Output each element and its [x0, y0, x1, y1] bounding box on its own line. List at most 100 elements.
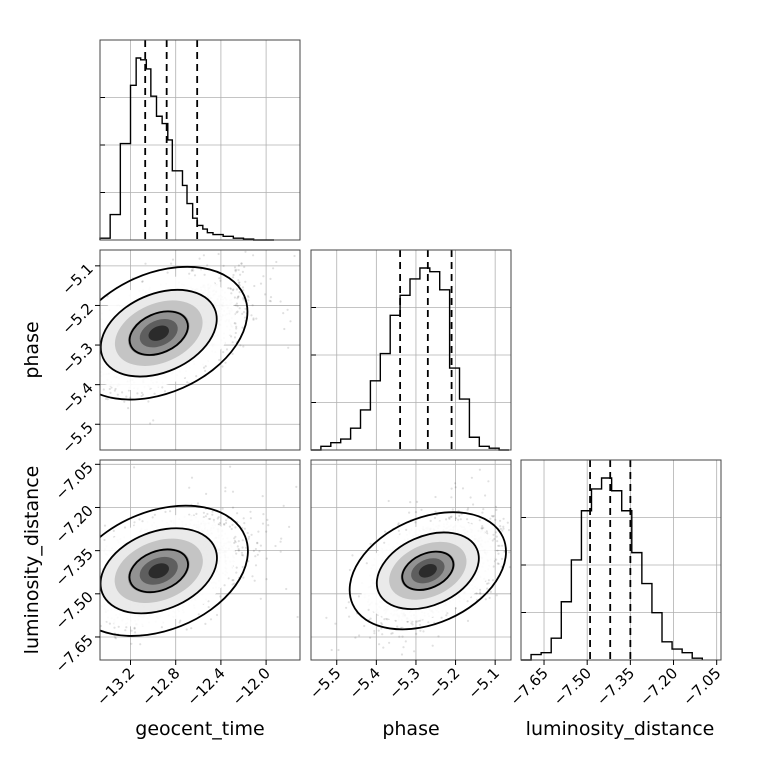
sample-point: [225, 348, 229, 351]
sample-point: [70, 635, 72, 637]
sample-point: [227, 287, 230, 290]
sample-point: [171, 258, 175, 261]
sample-point: [207, 600, 210, 603]
sample-point: [163, 390, 167, 393]
panel-background: [311, 250, 511, 450]
sample-point: [140, 395, 143, 398]
sample-point: [244, 307, 247, 310]
sample-point: [133, 627, 136, 630]
sample-point: [78, 371, 80, 373]
sample-point: [251, 575, 254, 578]
sample-point: [93, 374, 95, 376]
sample-point: [95, 586, 97, 588]
sample-point: [232, 288, 235, 291]
sample-point: [93, 582, 95, 584]
sample-point: [264, 293, 267, 296]
sample-point: [206, 264, 209, 267]
sample-point: [242, 296, 245, 300]
sample-point: [236, 310, 239, 313]
sample-point: [209, 618, 213, 621]
sample-point: [246, 531, 249, 535]
sample-point: [198, 257, 201, 260]
sample-point: [103, 538, 106, 542]
density-layer: [100, 265, 249, 401]
sample-point: [121, 391, 124, 394]
sample-point: [205, 492, 208, 495]
hist-panel-luminosity_distance: [520, 459, 722, 661]
sample-point: [282, 504, 285, 507]
sample-point: [249, 510, 252, 513]
sample-point: [141, 520, 144, 523]
density-band-5: [148, 325, 170, 341]
sample-point: [104, 397, 108, 400]
sample-point: [96, 646, 98, 648]
sample-point: [265, 530, 268, 533]
sample-point: [261, 522, 265, 525]
sample-point: [231, 289, 234, 292]
sample-point: [90, 620, 92, 622]
sample-point: [235, 552, 238, 555]
sample-point: [77, 340, 79, 342]
contour-2: [100, 265, 249, 401]
sample-point: [272, 267, 275, 270]
sample-point: [94, 371, 96, 373]
sample-point: [230, 335, 233, 338]
sample-point: [97, 337, 99, 339]
sample-point: [147, 400, 150, 403]
sample-point: [242, 576, 245, 579]
sample-point: [247, 296, 250, 299]
sample-point: [295, 485, 298, 488]
sample-point: [265, 578, 268, 581]
sample-point: [256, 541, 259, 544]
sample-point: [236, 512, 239, 515]
sample-point: [217, 252, 220, 256]
sample-point: [244, 250, 247, 253]
sample-point: [93, 356, 95, 358]
sample-point: [235, 566, 238, 569]
sample-point: [86, 570, 88, 572]
sample-point: [241, 326, 244, 329]
sample-point: [140, 391, 143, 394]
sample-point: [113, 389, 116, 392]
histogram-step: [521, 477, 703, 661]
sample-point: [235, 311, 238, 314]
panel-frame: [99, 39, 301, 241]
sample-point: [89, 570, 91, 572]
sample-point: [241, 312, 244, 315]
sample-point: [127, 407, 130, 410]
sample-point: [92, 342, 94, 344]
sample-point: [153, 392, 156, 395]
sample-point: [130, 629, 133, 632]
sample-point: [296, 615, 299, 619]
sample-point: [206, 512, 209, 516]
sample-point: [204, 365, 207, 368]
contour-1: [100, 288, 218, 378]
sample-point: [280, 537, 283, 540]
sample-point: [76, 334, 78, 336]
sample-point: [239, 273, 242, 276]
sample-point: [261, 495, 264, 498]
sample-point: [144, 262, 147, 265]
sample-point: [228, 525, 231, 528]
sample-point: [222, 351, 225, 354]
panel-frame: [520, 459, 722, 661]
sample-point: [164, 510, 167, 513]
sample-point: [233, 537, 236, 540]
sample-point: [279, 540, 282, 543]
sample-point: [58, 644, 60, 646]
sample-point: [92, 397, 94, 399]
sample-point: [266, 518, 269, 522]
sample-point: [236, 297, 239, 300]
sample-point: [219, 279, 222, 282]
sample-point: [231, 506, 235, 509]
sample-point: [77, 621, 79, 623]
sample-point: [235, 268, 238, 271]
sample-point: [237, 295, 240, 298]
sample-point: [256, 542, 259, 545]
sample-point: [193, 274, 197, 277]
sample-point: [221, 507, 224, 510]
sample-point: [217, 516, 220, 519]
sample-point: [232, 273, 235, 277]
panel-content: [76, 250, 300, 450]
